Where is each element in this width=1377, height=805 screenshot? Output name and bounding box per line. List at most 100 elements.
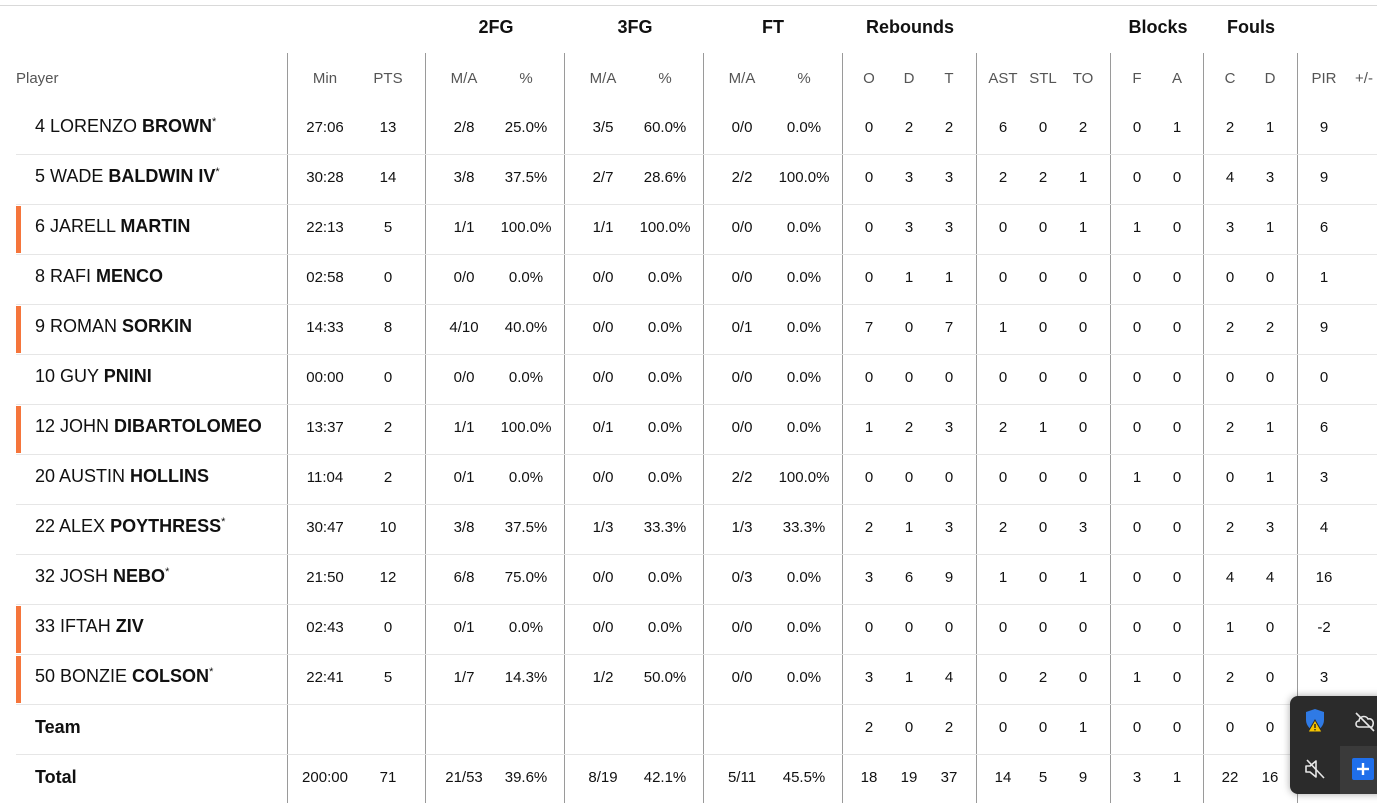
player-name-link[interactable]: 8 RAFI MENCO [35, 266, 163, 287]
cell-reb-t: 9 [944, 569, 954, 586]
column-header-to: TO [1072, 70, 1094, 87]
cell-ft-pct: 0.0% [786, 419, 822, 436]
cell-to: 1 [1078, 169, 1088, 186]
player-name-link[interactable]: 32 JOSH NEBO* [35, 566, 169, 587]
first-name: AUSTIN [59, 466, 131, 486]
cell-ft-ma: 0/0 [731, 669, 753, 686]
cell-foul-c: 2 [1225, 119, 1235, 136]
player-name-link[interactable]: 20 AUSTIN HOLLINS [35, 466, 209, 487]
cell-ft-pct: 100.0% [778, 169, 830, 186]
jersey-number: 50 [35, 666, 61, 686]
column-header-fg3-pct: % [658, 70, 672, 87]
column-separator [976, 53, 977, 803]
cell-ast: 1 [998, 569, 1008, 586]
cell-pts: 0 [383, 369, 393, 386]
cell-foul-d: 0 [1265, 719, 1275, 736]
cell-reb-o: 2 [864, 719, 874, 736]
cell-blk-f: 1 [1132, 669, 1142, 686]
last-name: COLSON [132, 666, 210, 686]
jersey-number: 10 [35, 366, 61, 386]
last-name: BALDWIN IV [108, 166, 216, 186]
cell-ft-ma: 1/3 [731, 519, 753, 536]
cell-fg2-ma: 0/0 [453, 369, 475, 386]
player-name-link[interactable]: 12 JOHN DIBARTOLOMEO [35, 416, 262, 437]
cell-fg3-pct: 0.0% [647, 469, 683, 486]
total-label: Total [35, 767, 77, 787]
cell-blk-f: 0 [1132, 369, 1142, 386]
cell-reb-t: 4 [944, 669, 954, 686]
cell-min: 200:00 [302, 769, 348, 786]
table-row[interactable]: 33 IFTAH ZIV 02:43 0 0/1 0.0% 0/0 0.0% 0/0 0.0% 0… [0, 604, 1377, 654]
cell-stl: 2 [1038, 669, 1048, 686]
player-name-link[interactable]: 33 IFTAH ZIV [35, 616, 144, 637]
player-name-link[interactable]: 6 JARELL MARTIN [35, 216, 190, 237]
cell-to: 1 [1078, 569, 1088, 586]
cell-to: 0 [1078, 619, 1088, 636]
table-row[interactable]: 4 LORENZO BROWN* 27:06 13 2/8 25.0% 3/5 60.0% 0… [0, 104, 1377, 154]
column-header-reb-t: T [944, 70, 954, 87]
cell-pts: 5 [383, 669, 393, 686]
cell-stl: 5 [1038, 769, 1048, 786]
player-name-link[interactable]: 4 LORENZO BROWN* [35, 116, 216, 137]
last-name: DIBARTOLOMEO [114, 416, 262, 436]
cell-to: 2 [1078, 119, 1088, 136]
cell-fg3-pct: 42.1% [643, 769, 687, 786]
cell-foul-d: 3 [1265, 519, 1275, 536]
cell-reb-d: 0 [904, 369, 914, 386]
cloud-offline-icon[interactable] [1352, 708, 1377, 734]
total-row: Total 200:00 71 21/53 39.6% 8/19 42.1% 5/11 45.5… [0, 754, 1377, 804]
cell-min: 21:50 [306, 569, 344, 586]
table-row[interactable]: 22 ALEX POYTHRESS* 30:47 10 3/8 37.5% 1/3 33.3… [0, 504, 1377, 554]
header-blocks: Blocks [1128, 17, 1188, 37]
row-divider [16, 604, 1377, 605]
cell-min: 30:28 [306, 169, 344, 186]
cell-ft-ma: 0/0 [731, 619, 753, 636]
cell-min: 13:37 [306, 419, 344, 436]
cell-blk-f: 0 [1132, 269, 1142, 286]
cell-fg2-pct: 75.0% [504, 569, 548, 586]
first-name: ROMAN [50, 316, 123, 336]
jersey-number: 8 [35, 266, 51, 286]
player-name-link[interactable]: 22 ALEX POYTHRESS* [35, 516, 225, 537]
add-icon[interactable] [1352, 758, 1374, 780]
cell-reb-o: 1 [864, 419, 874, 436]
last-name: BROWN [142, 116, 213, 136]
cell-stl: 0 [1038, 269, 1048, 286]
cell-ast: 0 [998, 369, 1008, 386]
cell-reb-d: 6 [904, 569, 914, 586]
table-row[interactable]: 12 JOHN DIBARTOLOMEO 13:37 2 1/1 100.0% 0/1 0.… [0, 404, 1377, 454]
table-row[interactable]: 32 JOSH NEBO* 21:50 12 6/8 75.0% 0/0 0.0% 0/3 0.… [0, 554, 1377, 604]
defender-warning-icon[interactable] [1302, 708, 1328, 734]
speaker-muted-icon[interactable] [1302, 756, 1328, 782]
column-header-ast: AST [988, 70, 1018, 87]
cell-stl: 0 [1038, 619, 1048, 636]
table-row[interactable]: 50 BONZIE COLSON* 22:41 5 1/7 14.3% 1/2 50.0% 0… [0, 654, 1377, 704]
table-row[interactable]: 10 GUY PNINI 00:00 0 0/0 0.0% 0/0 0.0% 0/0 0.0% 0… [0, 354, 1377, 404]
cell-min: 27:06 [306, 119, 344, 136]
cell-reb-d: 3 [904, 169, 914, 186]
player-name-link[interactable]: 10 GUY PNINI [35, 366, 152, 387]
player-highlight-bar [16, 306, 21, 353]
player-name-link[interactable]: 5 WADE BALDWIN IV* [35, 166, 220, 187]
table-row[interactable]: 8 RAFI MENCO 02:58 0 0/0 0.0% 0/0 0.0% 0/0 0.0% 0… [0, 254, 1377, 304]
cell-pts: 8 [383, 319, 393, 336]
table-row[interactable]: 6 JARELL MARTIN 22:13 5 1/1 100.0% 1/1 100.0% 0… [0, 204, 1377, 254]
player-name-link[interactable]: 50 BONZIE COLSON* [35, 666, 213, 687]
cell-ft-ma: 5/11 [727, 769, 757, 786]
cell-foul-d: 1 [1265, 219, 1275, 236]
player-name-link[interactable]: 9 ROMAN SORKIN [35, 316, 192, 337]
quick-settings-tile[interactable] [1340, 746, 1377, 794]
cell-ast: 0 [998, 669, 1008, 686]
cell-pir: 16 [1315, 569, 1333, 586]
cell-foul-c: 0 [1225, 469, 1235, 486]
cell-fg2-pct: 39.6% [504, 769, 548, 786]
table-row[interactable]: 5 WADE BALDWIN IV* 30:28 14 3/8 37.5% 2/7 28.6… [0, 154, 1377, 204]
player-highlight-bar [16, 206, 21, 253]
cell-pir: 3 [1319, 469, 1329, 486]
cell-fg3-ma: 0/0 [592, 319, 614, 336]
cell-reb-d: 1 [904, 669, 914, 686]
cell-blk-f: 0 [1132, 319, 1142, 336]
table-row[interactable]: 9 ROMAN SORKIN 14:33 8 4/10 40.0% 0/0 0.0% 0/1 0… [0, 304, 1377, 354]
cell-reb-d: 1 [904, 269, 914, 286]
table-row[interactable]: 20 AUSTIN HOLLINS 11:04 2 0/1 0.0% 0/0 0.0% 2/2… [0, 454, 1377, 504]
